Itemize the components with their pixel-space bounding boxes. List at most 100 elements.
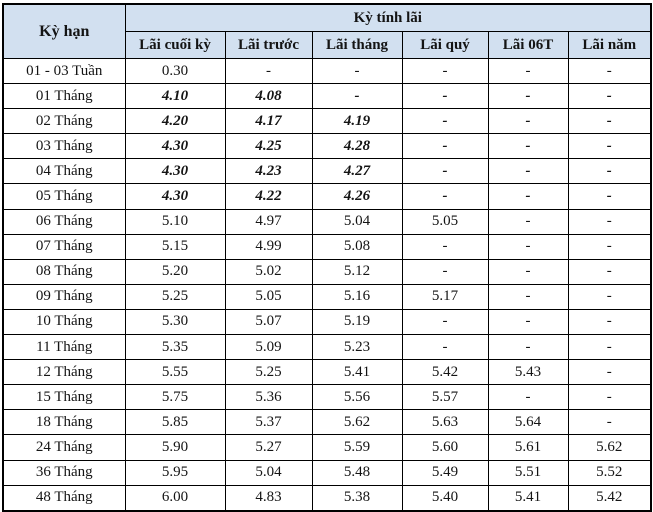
rate-cell: 5.05: [401, 208, 489, 235]
table-row: 24 Tháng 5.90 5.27 5.59 5.60 5.61 5.62: [2, 434, 652, 461]
corner-header-term: Kỳ hạn: [2, 3, 126, 59]
rate-cell: -: [401, 108, 489, 135]
rate-cell: 5.36: [224, 384, 313, 411]
rate-cell: -: [567, 183, 652, 210]
rate-cell: -: [567, 158, 652, 185]
table-header: Kỳ hạn Kỳ tính lãi Lãi cuối kỳ Lãi trước…: [2, 3, 652, 59]
rate-cell: -: [401, 57, 489, 85]
rate-cell: 5.16: [311, 283, 403, 310]
rate-cell: 5.04: [224, 459, 313, 486]
rate-cell: -: [401, 308, 489, 336]
column-header-end-of-term: Lãi cuối kỳ: [124, 31, 226, 59]
term-cell: 07 Tháng: [2, 233, 126, 260]
rate-cell: 5.37: [224, 409, 313, 436]
rate-cell: 5.09: [224, 334, 313, 361]
rate-cell: 5.61: [487, 434, 569, 461]
rate-cell: 4.30: [124, 133, 226, 160]
rate-cell: 5.63: [401, 409, 489, 436]
rate-cell: 4.30: [124, 183, 226, 210]
rate-cell: 0.30: [124, 57, 226, 85]
table-row: 05 Tháng 4.30 4.22 4.26- - -: [2, 183, 652, 210]
group-header-interest-period: Kỳ tính lãi: [124, 3, 652, 32]
rate-cell: -: [567, 108, 652, 135]
rate-cell: -: [567, 208, 652, 235]
term-cell: 04 Tháng: [2, 158, 126, 185]
rate-cell: 5.48: [311, 459, 403, 486]
rate-cell: 4.19: [311, 108, 403, 135]
rate-cell: -: [224, 57, 313, 85]
rate-cell: 5.04: [311, 208, 403, 235]
rate-cell: 5.64: [487, 409, 569, 436]
term-cell: 08 Tháng: [2, 258, 126, 285]
table-row: 09 Tháng 5.25 5.05 5.16 5.17- -: [2, 283, 652, 310]
term-cell: 11 Tháng: [2, 334, 126, 361]
rate-cell: 4.83: [224, 484, 313, 512]
rate-cell: -: [401, 158, 489, 185]
term-cell: 15 Tháng: [2, 384, 126, 411]
rate-cell: 4.25: [224, 133, 313, 160]
table-row: 11 Tháng 5.35 5.09 5.23- - -: [2, 334, 652, 361]
table-row: 07 Tháng 5.15 4.99 5.08- - -: [2, 233, 652, 260]
rate-cell: -: [487, 158, 569, 185]
rate-cell: 5.95: [124, 459, 226, 486]
rate-cell: -: [567, 334, 652, 361]
rate-cell: -: [567, 57, 652, 85]
rate-cell: -: [487, 57, 569, 85]
rate-cell: 4.27: [311, 158, 403, 185]
header-row-group: Kỳ hạn Kỳ tính lãi: [2, 3, 652, 59]
rate-cell: -: [487, 233, 569, 260]
rate-cell: -: [487, 283, 569, 310]
rate-cell: 5.49: [401, 459, 489, 486]
term-cell: 18 Tháng: [2, 409, 126, 436]
term-cell: 06 Tháng: [2, 208, 126, 235]
rate-cell: -: [567, 233, 652, 260]
rate-cell: -: [567, 359, 652, 386]
rate-cell: 4.26: [311, 183, 403, 210]
rate-cell: 5.57: [401, 384, 489, 411]
rate-cell: 5.56: [311, 384, 403, 411]
rate-cell: 5.35: [124, 334, 226, 361]
rate-cell: 5.20: [124, 258, 226, 285]
rate-cell: -: [401, 258, 489, 285]
table-row: 10 Tháng 5.30 5.07 5.19- - -: [2, 308, 652, 336]
rate-cell: -: [401, 183, 489, 210]
rate-cell: 5.52: [567, 459, 652, 486]
table-row: 12 Tháng 5.55 5.25 5.41 5.42 5.43-: [2, 359, 652, 386]
rate-cell: 5.41: [311, 359, 403, 386]
rate-cell: 5.07: [224, 308, 313, 336]
term-cell: 05 Tháng: [2, 183, 126, 210]
rate-cell: 4.20: [124, 108, 226, 135]
table-row: 01 - 03 Tuần 0.30- - - - -: [2, 57, 652, 85]
interest-rate-table: Kỳ hạn Kỳ tính lãi Lãi cuối kỳ Lãi trước…: [2, 3, 653, 512]
term-cell: 36 Tháng: [2, 459, 126, 486]
rate-cell: 5.25: [224, 359, 313, 386]
column-header-quarterly: Lãi quý: [401, 31, 489, 59]
rate-cell: -: [487, 83, 569, 110]
table-body: 01 - 03 Tuần 0.30- - - - -01 Tháng 4.10 4.08- - -…: [2, 57, 652, 512]
rate-cell: 5.59: [311, 434, 403, 461]
rate-cell: 5.23: [311, 334, 403, 361]
rate-cell: -: [401, 133, 489, 160]
rate-cell: 5.43: [487, 359, 569, 386]
column-header-upfront: Lãi trước: [224, 31, 313, 59]
rate-cell: 5.75: [124, 384, 226, 411]
rate-cell: -: [487, 108, 569, 135]
rate-cell: 4.28: [311, 133, 403, 160]
table-row: 08 Tháng 5.20 5.02 5.12- - -: [2, 258, 652, 285]
rate-cell: -: [567, 283, 652, 310]
rate-cell: 5.42: [567, 484, 652, 512]
rate-cell: -: [487, 384, 569, 411]
rate-cell: 5.08: [311, 233, 403, 260]
rate-cell: -: [487, 334, 569, 361]
rate-cell: 4.30: [124, 158, 226, 185]
rate-cell: 5.51: [487, 459, 569, 486]
rate-cell: -: [487, 183, 569, 210]
rate-cell: 6.00: [124, 484, 226, 512]
term-cell: 09 Tháng: [2, 283, 126, 310]
rate-cell: -: [567, 308, 652, 336]
rate-cell: -: [401, 83, 489, 110]
table-row: 03 Tháng 4.30 4.25 4.28- - -: [2, 133, 652, 160]
rate-cell: 5.15: [124, 233, 226, 260]
rate-cell: 4.22: [224, 183, 313, 210]
rate-cell: -: [567, 384, 652, 411]
